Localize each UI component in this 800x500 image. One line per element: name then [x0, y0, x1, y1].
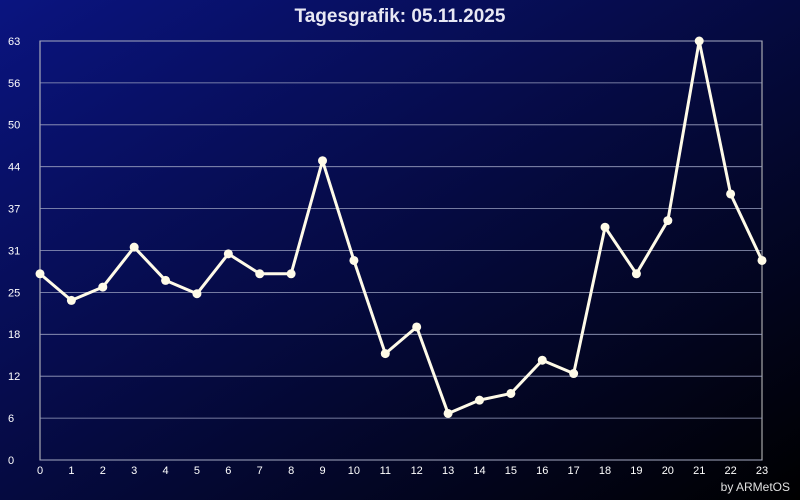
point	[286, 269, 296, 279]
point	[474, 395, 484, 405]
x-tick-label: 15	[505, 465, 517, 477]
x-tick-label: 21	[693, 465, 705, 477]
y-tick-label: 56	[8, 78, 20, 90]
point	[66, 295, 76, 305]
y-tick-label: 44	[8, 162, 20, 174]
x-tick-label: 14	[473, 465, 485, 477]
x-tick-label: 23	[756, 465, 768, 477]
point	[161, 275, 171, 285]
x-tick-label: 19	[630, 465, 642, 477]
x-tick-label: 2	[100, 465, 106, 477]
x-tick-label: 22	[724, 465, 736, 477]
x-tick-label: 8	[288, 465, 294, 477]
x-tick-label: 18	[599, 465, 611, 477]
point	[129, 242, 139, 252]
point	[726, 189, 736, 199]
point	[506, 388, 516, 398]
chart-title: Tagesgrafik: 05.11.2025	[295, 6, 506, 27]
point	[192, 289, 202, 299]
point	[631, 269, 641, 279]
x-tick-label: 4	[163, 465, 169, 477]
y-tick-label: 37	[8, 204, 20, 216]
x-tick-label: 1	[68, 465, 74, 477]
x-tick-label: 7	[257, 465, 263, 477]
point	[98, 282, 108, 292]
point	[255, 269, 265, 279]
line	[39, 39, 764, 415]
x-tick-label: 17	[568, 465, 580, 477]
y-tick-label: 18	[8, 329, 20, 341]
point	[223, 249, 233, 259]
point	[694, 36, 704, 46]
point	[443, 408, 453, 418]
point	[663, 216, 673, 226]
point	[380, 349, 390, 359]
x-tick-label: 6	[225, 465, 231, 477]
y-tick-label: 12	[8, 371, 20, 383]
point	[569, 369, 579, 379]
x-tick-label: 13	[442, 465, 454, 477]
point	[757, 255, 767, 265]
point	[349, 255, 359, 265]
x-tick-label: 3	[131, 465, 137, 477]
x-tick-label: 20	[662, 465, 674, 477]
x-tick-label: 11	[380, 465, 391, 477]
point	[412, 322, 422, 332]
x-tick-label: 9	[319, 465, 325, 477]
point	[537, 355, 547, 365]
y-tick-label: 50	[8, 120, 20, 132]
credit: by ARMetOS	[721, 480, 790, 494]
point	[35, 269, 45, 279]
point	[600, 222, 610, 232]
x-tick-label: 10	[348, 465, 360, 477]
y-tick-label: 63	[8, 36, 20, 48]
y-tick-label: 25	[8, 287, 20, 299]
x-tick-label: 12	[411, 465, 423, 477]
y-tick-label: 31	[8, 245, 20, 257]
y-tick-label: 6	[8, 413, 14, 425]
x-tick-label: 16	[536, 465, 548, 477]
x-tick-label: 0	[37, 465, 43, 477]
y-tick-label: 0	[8, 455, 14, 467]
point	[318, 156, 328, 166]
x-tick-label: 5	[194, 465, 200, 477]
